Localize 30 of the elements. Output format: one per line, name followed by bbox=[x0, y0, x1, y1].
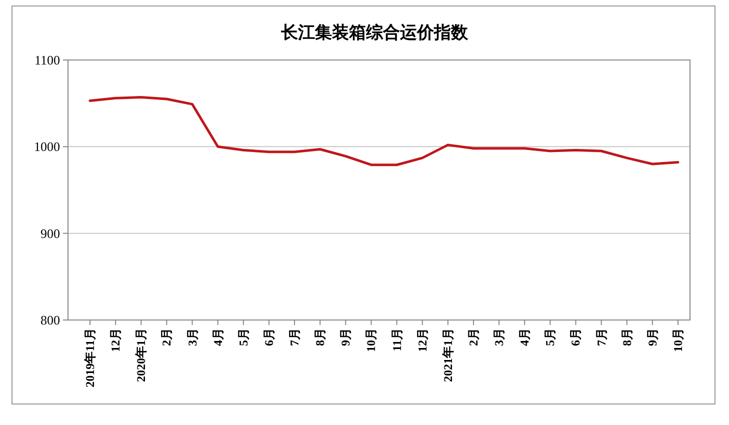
x-tick-label: 6月 bbox=[568, 328, 583, 346]
x-tick-label: 4月 bbox=[210, 328, 225, 346]
y-tick-label: 1000 bbox=[34, 139, 60, 154]
x-tick-label: 10月 bbox=[364, 328, 378, 352]
x-tick-label: 4月 bbox=[518, 328, 532, 346]
x-tick-label: 2020年1月 bbox=[134, 328, 148, 382]
x-tick-label: 2019年11月 bbox=[83, 328, 97, 388]
x-tick-label: 2021年1月 bbox=[440, 328, 455, 382]
x-tick-label: 12月 bbox=[108, 328, 123, 352]
x-tick-label: 10月 bbox=[671, 328, 685, 352]
y-tick-label: 900 bbox=[40, 226, 60, 241]
x-tick-label: 7月 bbox=[594, 328, 608, 346]
x-tick-label: 3月 bbox=[492, 328, 506, 346]
x-tick-label: 6月 bbox=[262, 328, 276, 346]
x-tick-label: 2月 bbox=[160, 328, 174, 346]
x-tick-label: 3月 bbox=[185, 328, 200, 346]
x-tick-label: 11月 bbox=[390, 328, 404, 352]
y-tick-label: 1100 bbox=[34, 52, 60, 68]
chart-title: 长江集装箱综合运价指数 bbox=[280, 23, 469, 43]
line-series bbox=[88, 96, 680, 166]
x-tick-label: 5月 bbox=[236, 328, 250, 346]
x-tick-label: 9月 bbox=[645, 328, 660, 346]
x-tick-label: 12月 bbox=[415, 328, 430, 352]
x-tick-label: 9月 bbox=[338, 328, 353, 346]
y-tick-label: 800 bbox=[40, 312, 60, 328]
x-tick-label: 5月 bbox=[543, 328, 558, 346]
x-tick-label: 7月 bbox=[288, 328, 302, 346]
x-tick-label: 8月 bbox=[313, 328, 328, 346]
x-tick-label: 2月 bbox=[466, 328, 480, 346]
x-tick-label: 8月 bbox=[620, 328, 634, 346]
